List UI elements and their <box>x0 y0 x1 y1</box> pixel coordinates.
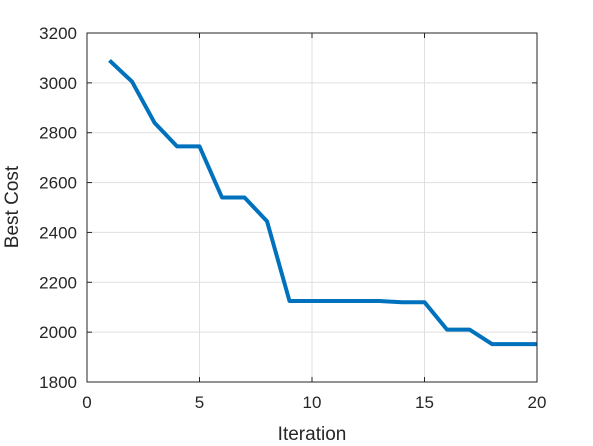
series-layer <box>108 58 537 347</box>
y-tick-label: 2400 <box>39 223 77 242</box>
y-axis-label: Best Cost <box>2 165 23 248</box>
y-tick-label: 2800 <box>39 124 77 143</box>
x-axis-label: Iteration <box>278 424 347 441</box>
x-tick-label: 20 <box>528 393 547 412</box>
y-tick-label: 2000 <box>39 323 77 342</box>
x-tick-label: 15 <box>415 393 434 412</box>
y-tick-label: 1800 <box>39 373 77 392</box>
x-tick-label: 0 <box>82 393 91 412</box>
x-tick-label: 10 <box>303 393 322 412</box>
y-tick-label: 3000 <box>39 74 77 93</box>
y-tick-label: 3200 <box>39 24 77 43</box>
x-tick-label: 5 <box>195 393 204 412</box>
y-tick-label: 2200 <box>39 273 77 292</box>
axis-ticks: 0 5 10 15 20 1800 2000 2200 2400 2600 2800 3000 3200 <box>39 24 546 412</box>
y-tick-label: 2600 <box>39 174 77 193</box>
series-line <box>108 58 537 347</box>
